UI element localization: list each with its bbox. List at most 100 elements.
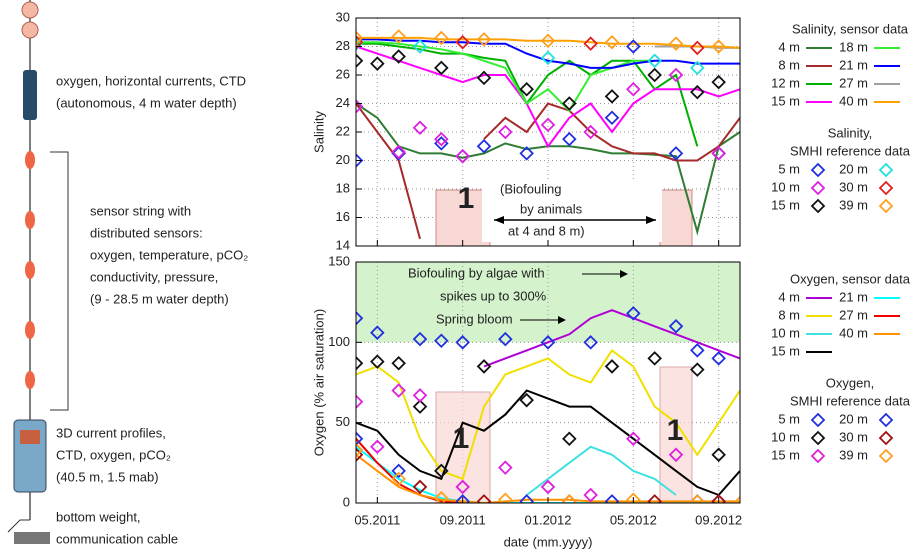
legend-label: 10 m [771, 179, 800, 194]
data-line [356, 102, 740, 240]
y-tick-label: 100 [328, 334, 350, 349]
reference-point [391, 383, 406, 398]
label: (9 - 28.5 m water depth) [90, 291, 229, 306]
y-tick-label: 50 [336, 414, 350, 429]
reference-point [391, 49, 406, 64]
reference-point [647, 351, 662, 366]
reference-point [412, 120, 428, 135]
x-tick-label: 05.2012 [610, 512, 657, 527]
label: communication cable [56, 531, 178, 546]
y-tick-label: 22 [336, 123, 350, 138]
y-tick-label: 18 [336, 180, 350, 195]
reference-point [434, 490, 449, 503]
label: sensor string with [90, 203, 191, 218]
legend-label: 20 m [839, 161, 868, 176]
reference-point [583, 36, 598, 51]
x-tick-label: 05.2011 [354, 512, 400, 527]
mooring-diagram: oxygen, horizontal currents, CTD (autono… [7, 0, 248, 546]
annotation: (Biofouling [500, 181, 561, 196]
reference-point [540, 479, 556, 495]
reference-point [498, 460, 513, 475]
data-line [526, 445, 677, 496]
legend-label: 21 m [839, 289, 868, 304]
reference-point [476, 32, 492, 47]
reference-point [562, 431, 577, 447]
reference-point [434, 131, 449, 147]
reference-point [356, 30, 364, 46]
y-tick-label: 14 [336, 237, 350, 252]
legend-label: 10 m [771, 429, 800, 444]
label: conductivity, pressure, [90, 269, 218, 284]
reference-point [412, 331, 428, 347]
reference-point [604, 89, 620, 104]
legend-label: 4 m [778, 289, 800, 304]
legend-label: 10 m [771, 325, 800, 340]
x-axis-label: date (mm.yyyy) [504, 534, 593, 549]
reference-point [370, 56, 385, 71]
legend-swatch [878, 180, 894, 196]
reference-point [412, 388, 428, 403]
plots [356, 29, 740, 503]
x-tick-label: 09.2012 [695, 512, 742, 527]
axes: 14 16 18 20 22 24 26 28 30 Salinity Salinity, sens… [311, 9, 910, 549]
reference-point [690, 40, 705, 56]
y-axis-label: Salinity [311, 111, 326, 153]
reference-point [434, 136, 449, 151]
reference-point [690, 84, 705, 100]
reference-point [626, 81, 641, 97]
reference-point [668, 67, 684, 83]
legend-swatch [878, 198, 894, 214]
reference-point [540, 117, 556, 133]
annotation: by animals [520, 201, 583, 216]
reference-point [562, 494, 577, 503]
reference-point [562, 131, 577, 147]
reference-point [626, 431, 641, 447]
legend-label: 30 m [839, 179, 868, 194]
reference-point [434, 463, 449, 479]
legend-title: Salinity, sensor data [792, 21, 909, 36]
reference-point [434, 333, 449, 348]
reference-point [690, 60, 705, 76]
legend-label: 18 m [839, 39, 868, 54]
y-tick-label: 0 [343, 494, 350, 509]
reference-point [356, 442, 364, 458]
reference-point [583, 335, 598, 350]
legend-swatch [810, 162, 826, 178]
reference-point [476, 494, 492, 503]
reference-point [356, 36, 364, 51]
reference-point [391, 29, 406, 44]
reference-point [455, 494, 470, 503]
reference-point [626, 39, 641, 54]
legend-label: 15 m [771, 447, 800, 462]
label: (autonomous, 4 m water depth) [56, 95, 237, 110]
legend-swatch [810, 448, 826, 464]
plot-frame [355, 17, 741, 247]
legend-label: 15 m [771, 343, 800, 358]
y-tick-label: 16 [336, 209, 350, 224]
y-tick-label: 24 [336, 95, 350, 110]
reference-point [391, 471, 406, 487]
data-line [356, 45, 740, 149]
reference-point [498, 124, 513, 140]
reference-point [562, 96, 577, 111]
reference-point [711, 146, 726, 161]
reference-point [434, 60, 449, 76]
reference-point [391, 146, 406, 161]
reference-point [476, 70, 492, 86]
legend-label: 5 m [778, 411, 800, 426]
reference-point [455, 34, 470, 50]
reference-point [540, 335, 556, 350]
reference-point [690, 362, 705, 377]
legend-label: 8 m [778, 57, 800, 72]
annotation: spikes up to 300% [440, 288, 547, 303]
legend-label: 15 m [771, 93, 800, 108]
annotation: 1 [458, 182, 475, 215]
legend-label: 5 m [778, 161, 800, 176]
label: (40.5 m, 1.5 mab) [56, 469, 159, 484]
legend-swatch [878, 430, 894, 446]
reference-point [583, 487, 598, 503]
legend-label: 15 m [771, 197, 800, 212]
data-line [356, 36, 740, 49]
reference-point [626, 306, 641, 321]
reference-point [498, 331, 513, 347]
